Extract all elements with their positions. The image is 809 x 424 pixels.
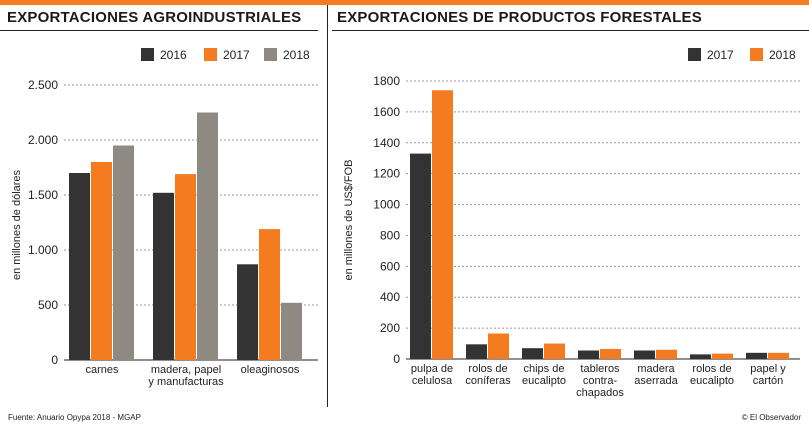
chart2-ytick-label: 600 xyxy=(380,259,400,273)
chart1-legend-swatch xyxy=(141,48,154,61)
chart1-title: EXPORTACIONES AGROINDUSTRIALES xyxy=(7,9,302,26)
chart2-ytick-label: 1400 xyxy=(373,136,400,150)
chart2-category-label: chips de xyxy=(524,363,565,375)
chart1-bar xyxy=(91,162,112,360)
chart1-title-rule xyxy=(0,30,318,31)
chart2-bar xyxy=(544,343,565,359)
chart2-bar xyxy=(656,349,677,359)
chart1-bar xyxy=(113,145,134,360)
chart1-bar xyxy=(281,302,302,360)
chart2-ytick-label: 400 xyxy=(380,290,400,304)
chart1-category-label: madera, papel xyxy=(151,364,221,376)
chart2-ytick-label: 200 xyxy=(380,321,400,335)
chart2-title-rule xyxy=(332,30,809,31)
chart2-category-label: pulpa de xyxy=(411,363,453,375)
chart2-category-label: eucalipto xyxy=(690,375,734,387)
chart1-legend-label: 2017 xyxy=(223,48,250,62)
chart2-category-label: cartón xyxy=(753,375,784,387)
chart2-legend-label: 2017 xyxy=(707,48,734,62)
chart1-bar xyxy=(259,229,280,360)
chart1-ytick-label: 500 xyxy=(38,298,58,312)
chart1-legend-label: 2016 xyxy=(160,48,187,62)
chart2-bar xyxy=(746,352,767,359)
chart2-ytick-label: 0 xyxy=(393,352,400,366)
chart2-category-label: rolos de xyxy=(692,363,731,375)
chart2-category-label: coníferas xyxy=(465,375,511,387)
chart2-bar xyxy=(768,352,789,359)
chart2-bar xyxy=(712,353,733,359)
chart1-category-label: y manufacturas xyxy=(148,376,224,388)
chart2-legend-swatch xyxy=(750,48,763,61)
chart1-legend-label: 2018 xyxy=(283,48,310,62)
chart2-bar xyxy=(522,348,543,359)
panel-divider xyxy=(327,5,328,407)
chart1-bar xyxy=(153,192,174,360)
top-accent-bar xyxy=(0,0,809,5)
chart2-ytick-label: 800 xyxy=(380,228,400,242)
chart1-ytick-label: 0 xyxy=(51,353,58,367)
chart1-ytick-label: 2.000 xyxy=(28,133,58,147)
chart2-bar xyxy=(432,90,453,360)
chart2-category-label: eucalipto xyxy=(522,375,566,387)
chart1-legend-swatch xyxy=(204,48,217,61)
chart1-bar xyxy=(237,264,258,360)
chart2-ytick-label: 1600 xyxy=(373,105,400,119)
chart2-bar xyxy=(488,333,509,359)
chart2-bar xyxy=(466,344,487,359)
chart2-ytick-label: 1000 xyxy=(373,198,400,212)
chart2-title: EXPORTACIONES DE PRODUCTOS FORESTALES xyxy=(337,9,702,26)
chart2-bar xyxy=(634,350,655,359)
chart1-ylabel: en millones de dólares xyxy=(11,169,23,280)
chart1-legend-swatch xyxy=(264,48,277,61)
chart2-bar xyxy=(690,354,711,359)
chart2-category-label: madera xyxy=(637,363,675,375)
source-note: Fuente: Anuario Opypa 2018 - MGAP xyxy=(8,413,141,422)
chart2-category-label: contra- xyxy=(583,375,618,387)
chart2-bar xyxy=(410,153,431,359)
chart2-legend-label: 2018 xyxy=(769,48,796,62)
chart2-bar xyxy=(578,350,599,359)
chart2-ylabel: en millones de US$/FOB xyxy=(343,159,355,280)
chart1-category-label: oleaginosos xyxy=(241,364,300,376)
chart2-legend-swatch xyxy=(688,48,701,61)
chart1-bar xyxy=(175,174,196,360)
chart1-ytick-label: 1.500 xyxy=(28,188,58,202)
chart1-ytick-label: 2.500 xyxy=(28,78,58,92)
chart2-category-label: tableros xyxy=(580,363,620,375)
chart1-bar xyxy=(197,112,218,360)
chart2-ytick-label: 1200 xyxy=(373,167,400,181)
chart2-ytick-label: 1800 xyxy=(373,74,400,88)
chart2-category-label: aserrada xyxy=(634,375,678,387)
chart1-ytick-label: 1.000 xyxy=(28,243,58,257)
chart2-category-label: rolos de xyxy=(468,363,507,375)
chart2-category-label: papel y xyxy=(750,363,786,375)
chart2-bar xyxy=(600,348,621,359)
chart2-category-label: celulosa xyxy=(412,375,453,387)
chart2-category-label: chapados xyxy=(576,387,624,399)
chart1-bar xyxy=(69,173,90,360)
chart1-category-label: carnes xyxy=(85,364,119,376)
credit-note: © El Observador xyxy=(741,413,801,422)
